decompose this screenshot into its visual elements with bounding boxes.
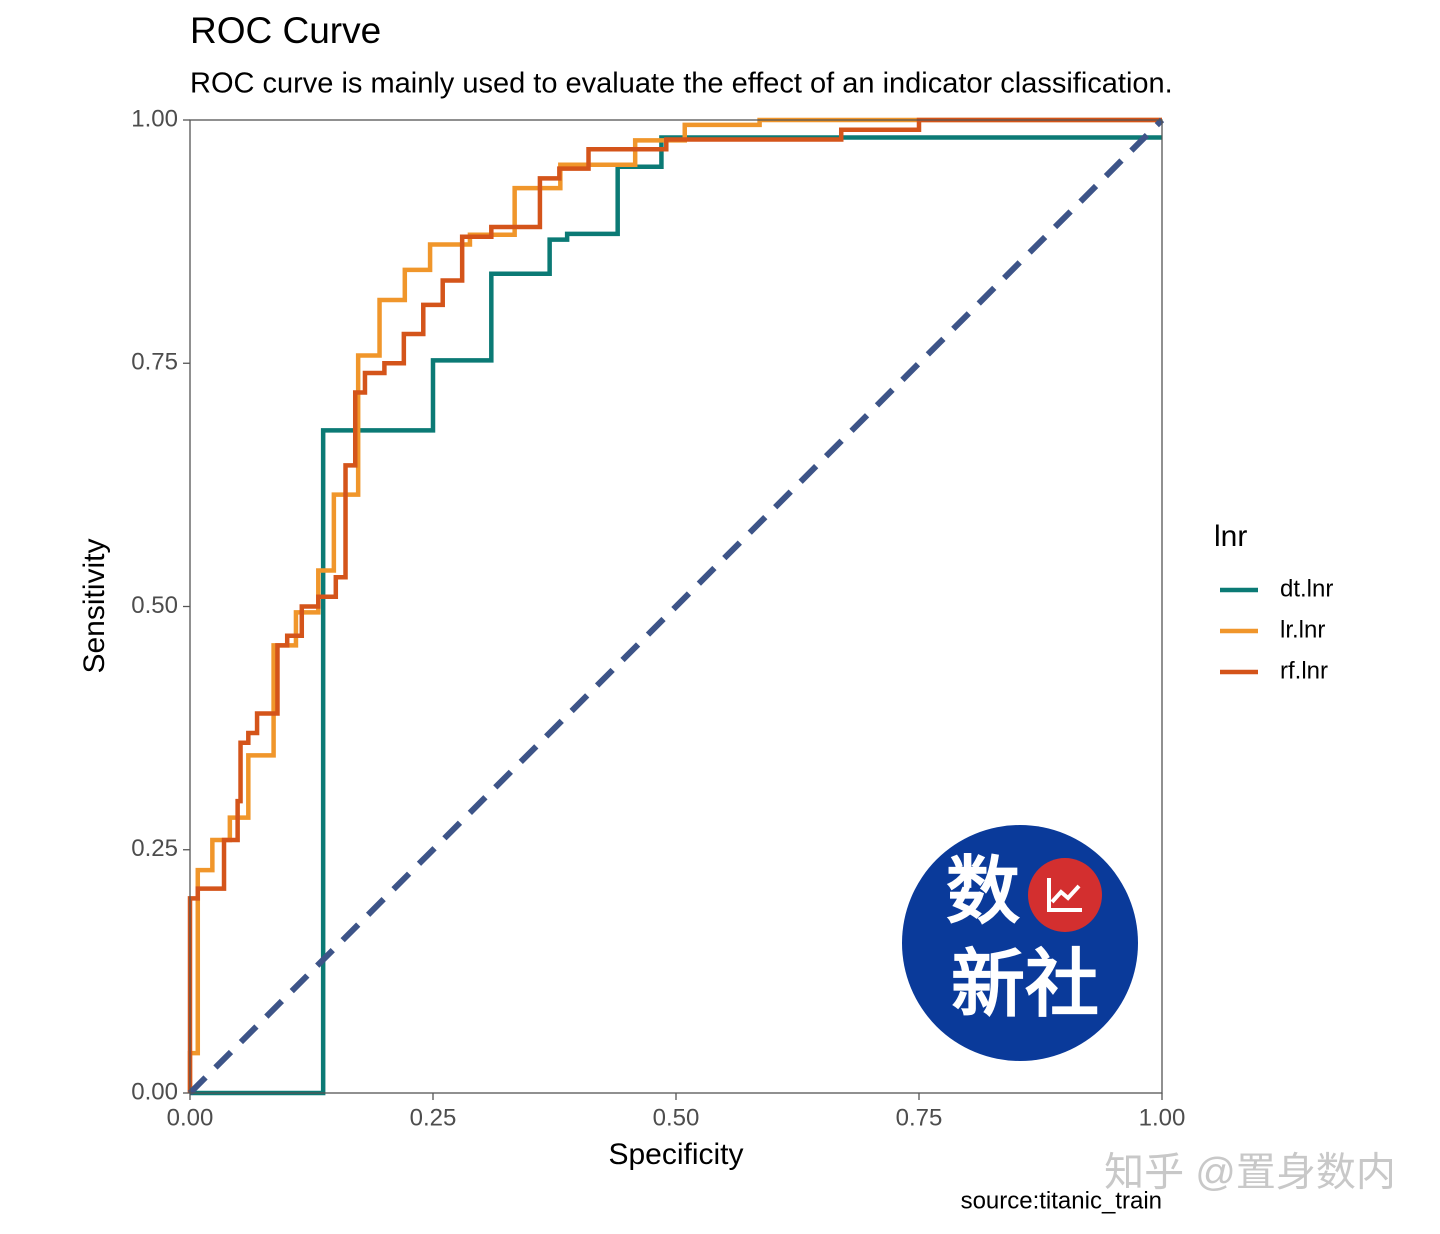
x-tick-label: 1.00: [1139, 1104, 1186, 1131]
legend-label: rf.lnr: [1280, 657, 1328, 684]
roc-line: [187, 117, 1162, 1093]
legend-label: lr.lnr: [1280, 616, 1325, 643]
legend-title: lnr: [1214, 520, 1247, 553]
legend-label: dt.lnr: [1280, 575, 1333, 602]
chart-title: ROC Curve: [190, 10, 381, 51]
x-tick-label: 0.00: [167, 1104, 214, 1131]
watermark: 知乎 @置身数内: [1104, 1151, 1396, 1195]
y-tick-label: 0.50: [131, 592, 178, 619]
logo-icon: [1047, 878, 1082, 912]
x-tick-label: 0.75: [896, 1104, 943, 1131]
logo-text: 数: [946, 850, 1020, 933]
reference-line: [187, 117, 1165, 1096]
y-tick-label: 0.25: [131, 835, 178, 862]
caption: source:titanic_train: [961, 1187, 1162, 1214]
logo-text: 新社: [951, 943, 1099, 1026]
y-tick-label: 1.00: [131, 105, 178, 132]
x-axis-title: Specificity: [608, 1138, 743, 1171]
logo: 数 新社: [902, 825, 1138, 1061]
y-axis-title: Sensitivity: [78, 538, 111, 673]
roc-line: [190, 135, 1162, 1096]
chart-subtitle: ROC curve is mainly used to evaluate the…: [190, 68, 1173, 100]
x-tick-label: 0.50: [653, 1104, 700, 1131]
y-tick-label: 0.75: [131, 349, 178, 376]
y-tick-label: 0.00: [131, 1078, 178, 1105]
x-tick-label: 0.25: [410, 1104, 457, 1131]
roc-line: [187, 117, 1162, 1093]
